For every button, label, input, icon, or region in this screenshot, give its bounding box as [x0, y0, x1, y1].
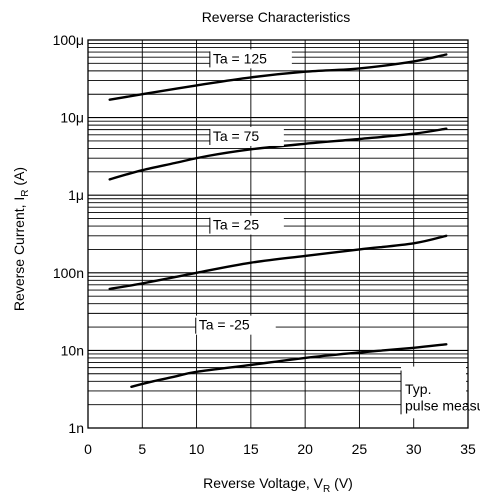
series-line [108, 234, 448, 291]
curve-label: Ta = 75 [213, 128, 260, 144]
y-axis-ticks: 1n 10n 100n 1μ 10μ 100μ [53, 32, 84, 436]
x-axis-ticks: 0 5 10 15 20 25 30 35 [84, 441, 476, 457]
series-line [130, 343, 448, 388]
curve-label: Ta = -25 [199, 317, 250, 333]
grid [87, 40, 469, 429]
annotation-background [195, 315, 276, 335]
x-tick-label: 25 [352, 441, 368, 457]
y-tick-label: 1n [68, 420, 84, 436]
y-tick-label: 100μ [53, 32, 84, 48]
annotation-background [209, 49, 292, 69]
x-axis-label: Reverse Voltage, VR (V) [203, 475, 353, 495]
x-tick-label: 20 [297, 441, 313, 457]
x-tick-label: 30 [406, 441, 422, 457]
x-tick-label: 10 [189, 441, 205, 457]
x-tick-label: 0 [84, 441, 92, 457]
note-box: Typ. pulse measurement [400, 366, 480, 419]
plot-frame [87, 39, 469, 429]
annotation-background [209, 215, 284, 235]
y-tick-label: 1μ [68, 187, 84, 203]
curve-label: Ta = 125 [213, 50, 267, 66]
curve-label: Ta = 25 [213, 217, 260, 233]
y-axis-label: Reverse Current, IR (A) [11, 167, 31, 311]
note-line-pulse: pulse measurement [405, 397, 480, 413]
curve-annotations: Ta = 125 Ta = 75 Ta = 25 Ta = -25 [195, 49, 292, 335]
chart-title: Reverse Characteristics [202, 9, 351, 25]
y-tick-label: 10n [61, 342, 84, 358]
annotation-background [209, 126, 284, 146]
series-line [108, 53, 448, 101]
x-tick-label: 5 [138, 441, 146, 457]
y-tick-label: 10μ [60, 110, 84, 126]
y-tick-label: 100n [53, 265, 84, 281]
x-tick-label: 15 [243, 441, 259, 457]
series-line [108, 127, 448, 181]
x-tick-label: 35 [460, 441, 476, 457]
curves [108, 53, 448, 388]
note-line-typ: Typ. [405, 381, 431, 397]
